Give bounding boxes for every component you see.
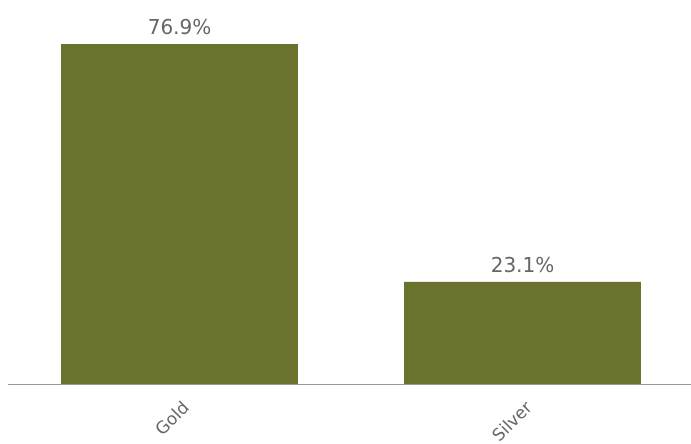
x-tick-labels-layer: Gold Silver (152, 398, 537, 444)
data-label-gold: 76.9% (148, 15, 212, 39)
bar-gold (61, 44, 298, 384)
x-tick-label-gold: Gold (152, 398, 194, 440)
bar-silver (404, 281, 641, 384)
x-tick-label-silver: Silver (489, 398, 537, 444)
data-labels-layer: 76.9% 23.1% (148, 15, 555, 277)
bars-layer (61, 44, 641, 384)
data-label-silver: 23.1% (491, 253, 555, 277)
